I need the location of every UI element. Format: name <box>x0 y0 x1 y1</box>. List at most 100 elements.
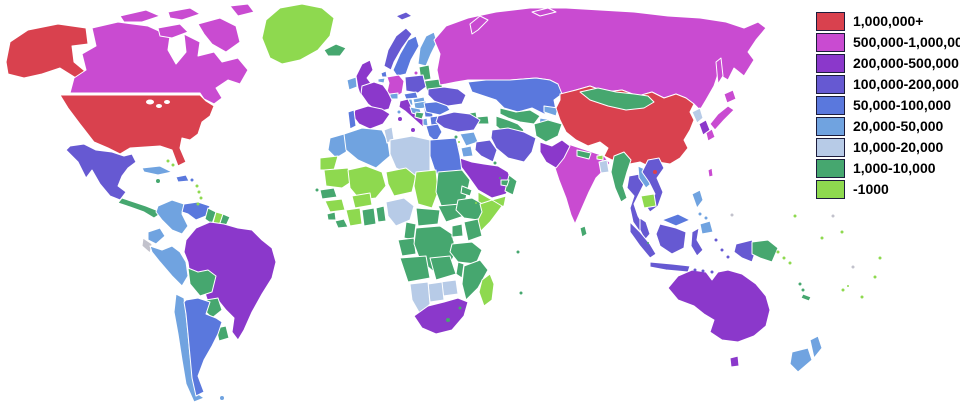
country-sweden <box>392 35 420 77</box>
legend-label: -1000 <box>853 181 889 197</box>
legend-row: 20,000-50,000 <box>816 117 960 136</box>
territory-hainan <box>653 170 657 174</box>
country-czechia <box>403 91 419 100</box>
country-poland <box>404 74 427 94</box>
territory-seychelles <box>516 250 520 254</box>
territory-bahamas-1 <box>166 159 170 163</box>
country-algeria <box>343 127 391 169</box>
territory-kaliningrad <box>414 71 418 75</box>
country-ukraine <box>427 86 467 107</box>
country-finland <box>417 31 438 67</box>
country-senegal <box>319 187 338 200</box>
country-egypt <box>429 137 463 175</box>
territory-mauritius <box>519 291 523 295</box>
country-sumatra <box>629 221 657 259</box>
legend-row: 10,000-20,000 <box>816 138 960 157</box>
territory-bahamas-2 <box>171 163 175 167</box>
country-philippines-luzon <box>691 189 704 209</box>
territory-fiji-2 <box>847 285 849 287</box>
territory-sardinia <box>398 117 402 121</box>
territory-antilles-2 <box>197 190 201 194</box>
territory-qatar <box>499 177 501 179</box>
territory-antilles-4 <box>196 202 200 206</box>
territory-pacific-gray-3 <box>851 265 855 269</box>
territory-lesser-sunda-1 <box>693 268 697 272</box>
territory-lesotho <box>446 318 450 322</box>
country-iceland <box>323 43 347 57</box>
territory-rwanda-burundi <box>450 240 454 244</box>
country-guinea <box>324 198 346 213</box>
country-greece <box>425 123 443 143</box>
country-baffin-island <box>197 17 241 53</box>
country-burkina-faso <box>351 192 373 209</box>
country-new-zealand-south <box>789 347 813 373</box>
legend-swatch-1m-plus <box>816 12 845 31</box>
territory-antilles-1 <box>195 184 199 188</box>
territory-pacific-green-3 <box>840 230 844 234</box>
legend-swatch-20k-50k <box>816 117 845 136</box>
country-france <box>360 81 393 113</box>
legend-row: 200,000-500,000 <box>816 54 960 73</box>
country-australia <box>667 269 771 343</box>
country-peru <box>149 245 189 287</box>
country-ghana <box>361 207 377 227</box>
territory-lesser-sunda-3 <box>710 270 714 274</box>
country-argentina <box>183 297 223 397</box>
country-japan-hokkaido <box>723 89 737 104</box>
country-philippines-mindanao <box>699 220 714 235</box>
country-angola <box>399 255 431 283</box>
territory-pacific-green-4 <box>873 275 877 279</box>
territory-pacific-green-5 <box>860 295 864 299</box>
country-liberia <box>334 218 349 229</box>
country-sierra-leone <box>326 211 337 221</box>
territory-puerto-rico <box>190 178 194 182</box>
territory-pacific-green-6 <box>878 256 882 260</box>
territory-singapore <box>647 242 649 244</box>
country-south-africa <box>413 297 469 335</box>
country-sri-lanka <box>579 225 588 238</box>
country-mali <box>347 165 387 201</box>
country-hispaniola <box>175 174 190 183</box>
territory-pacific-gray-1 <box>730 213 734 217</box>
territory-solomon-1 <box>776 250 780 254</box>
territory-lebanon <box>458 141 460 143</box>
country-nepal <box>576 149 592 160</box>
legend-label: 100,000-200,000 <box>853 76 959 92</box>
legend-swatch-10k-20k <box>816 138 845 157</box>
legend-swatch-under-1k <box>816 180 845 199</box>
country-belgium <box>377 77 386 84</box>
country-somalia <box>476 199 503 235</box>
country-ivory-coast <box>345 207 363 227</box>
country-ecuador <box>147 227 166 245</box>
territory-visayas-1 <box>698 212 702 216</box>
country-svalbard <box>395 11 413 21</box>
territory-corsica <box>397 110 401 114</box>
country-niger <box>385 167 417 197</box>
legend-label: 500,000-1,000,000 <box>853 34 960 50</box>
country-uae <box>500 179 510 187</box>
territory-visayas-2 <box>704 216 708 220</box>
legend-row: 1,000,000+ <box>816 12 960 31</box>
country-mozambique <box>461 259 489 301</box>
country-central-america <box>117 197 161 219</box>
country-japan-honshu <box>709 105 735 131</box>
territory-pacific-green-2 <box>820 236 824 240</box>
territory-pacific-gray-2 <box>831 214 835 218</box>
country-japan-kyushu <box>705 128 716 142</box>
territory-djibouti <box>475 202 477 204</box>
legend-row: 1,000-10,000 <box>816 159 960 178</box>
country-netherlands <box>380 70 388 78</box>
country-china <box>555 85 695 167</box>
territory-moluccas-1 <box>714 238 718 242</box>
legend-row: 100,000-200,000 <box>816 75 960 94</box>
legend-swatch-200k-500k <box>816 54 845 73</box>
country-iraq <box>474 139 498 163</box>
lake <box>146 99 154 105</box>
country-turkey <box>435 111 481 133</box>
country-victoria-island <box>157 23 189 39</box>
country-uganda <box>451 223 464 238</box>
country-albania <box>422 117 429 127</box>
country-bosnia <box>414 111 425 120</box>
country-norway <box>383 27 413 71</box>
territory-solomon-2 <box>782 256 786 260</box>
